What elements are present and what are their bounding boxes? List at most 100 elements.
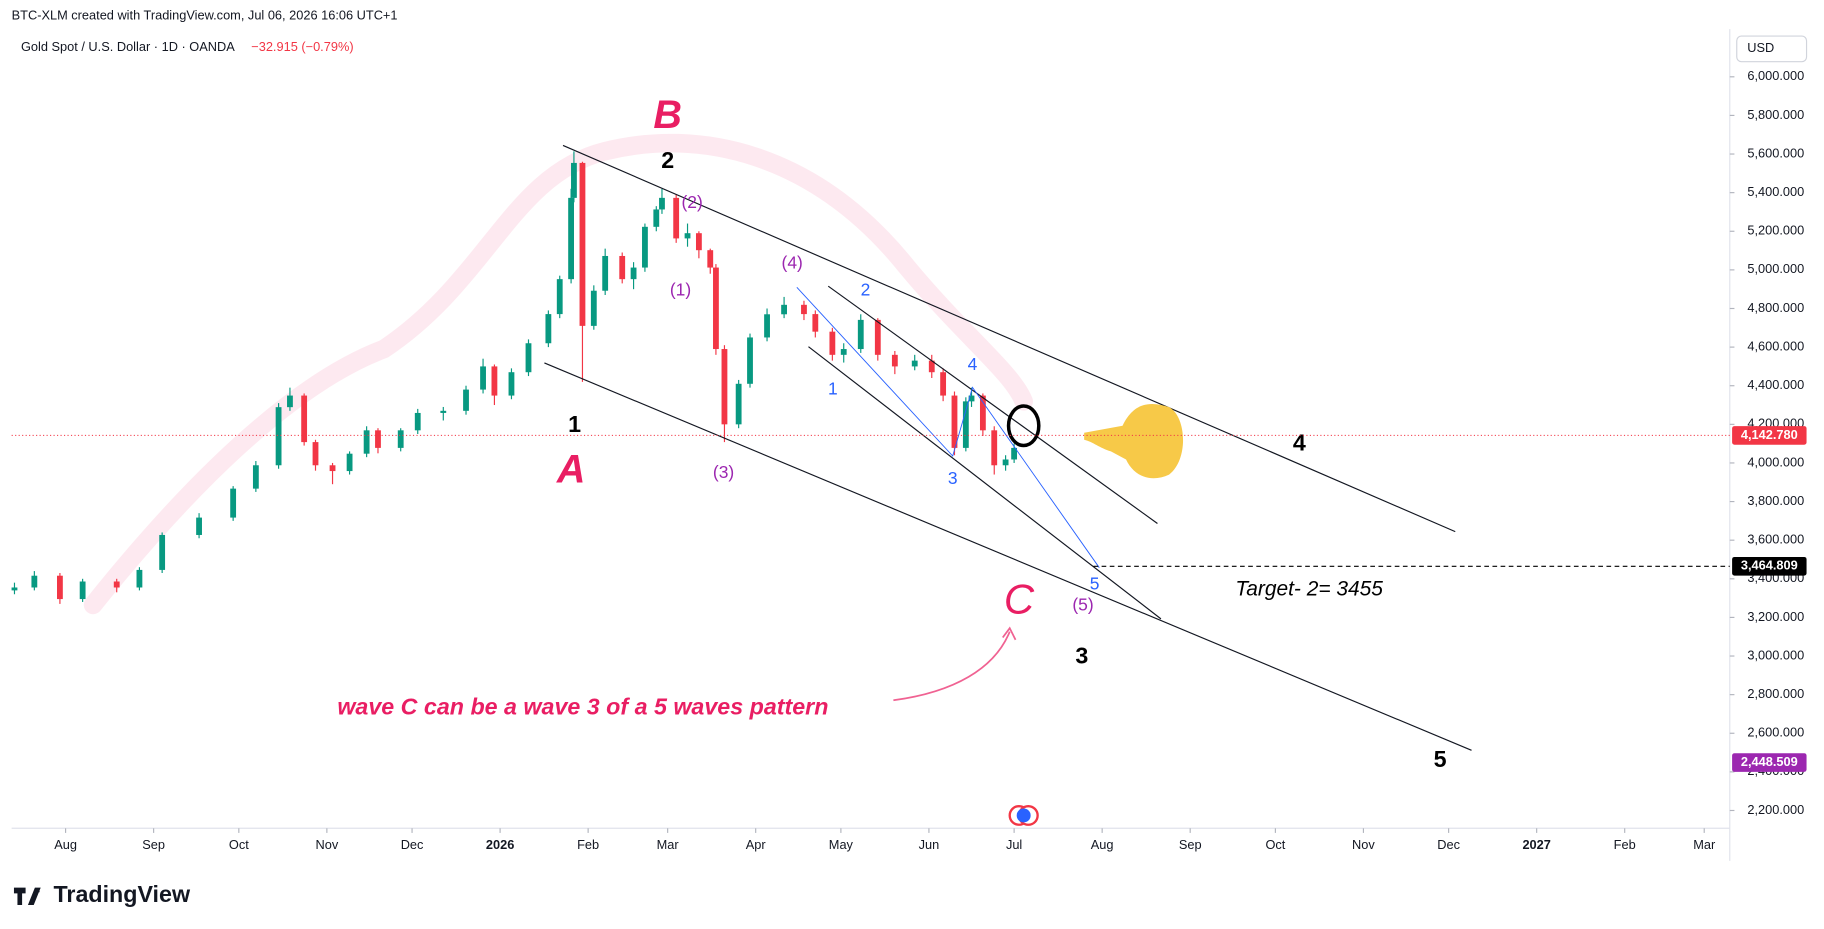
candle-body (346, 453, 353, 472)
candle-body (579, 162, 586, 326)
watermark: BTC-XLM created with TradingView.com, Ju… (12, 8, 398, 23)
candle-body (57, 575, 63, 600)
trendline (808, 346, 1162, 620)
wave-label: 4 (968, 354, 978, 374)
candle-body (31, 575, 38, 588)
flag (1016, 808, 1031, 823)
price-label-box (1732, 426, 1807, 445)
y-tick-label: 4,600.000 (1747, 338, 1804, 353)
x-tick-label: 2026 (486, 837, 514, 852)
arrow (893, 631, 1011, 702)
x-tick-label: Feb (1614, 837, 1636, 852)
candle-body (1002, 459, 1009, 466)
y-tick-label: 5,200.000 (1747, 223, 1804, 238)
circle-mark (1006, 404, 1041, 448)
candle-body (630, 267, 637, 280)
candle-body (673, 197, 680, 239)
candle-body (968, 395, 975, 402)
wave-label: 3 (948, 468, 958, 488)
arrow-head (1002, 626, 1017, 641)
annotations: B 2 (2) (4) 2 (1) 1 4 1 A (3) 3 4 5 (5) … (337, 93, 1446, 772)
candle-body (695, 233, 702, 251)
symbol: Gold Spot / U.S. Dollar · 1D · OANDA (21, 39, 235, 54)
candle-body (590, 290, 597, 326)
note: wave C can be a wave 3 of a 5 waves patt… (337, 694, 828, 720)
y-tick-label: 2,600.000 (1747, 725, 1804, 740)
y-tick-label: 3,800.000 (1747, 493, 1804, 508)
candle-body (1011, 447, 1018, 460)
candle-body (508, 372, 515, 396)
candle-body (440, 410, 447, 413)
target-note: Target- 2= 3455 (1235, 577, 1383, 600)
candle-body (747, 337, 753, 384)
candle-body (735, 383, 742, 425)
candle-body (196, 517, 202, 535)
candle-body (329, 465, 336, 472)
change: −32.915 (−0.79%) (251, 39, 353, 54)
x-tick-label: Dec (1437, 837, 1460, 852)
candle-body (951, 395, 958, 448)
wave-label: (5) (1072, 595, 1093, 615)
x-tick-label: Sep (1179, 837, 1202, 852)
x-tick-label: Dec (401, 837, 424, 852)
candle-body (891, 354, 898, 367)
wave-label: (1) (670, 279, 691, 299)
brand: TradingView (54, 881, 191, 907)
wave-label: 5 (1090, 574, 1100, 594)
candle-body (491, 366, 498, 396)
x-tick-label: Nov (315, 837, 338, 852)
wave-label: 2 (861, 279, 871, 299)
price-label: 3,464.809 (1741, 558, 1798, 573)
candle-body (764, 314, 770, 338)
candle-body (79, 581, 86, 600)
x-tick-label: Oct (229, 837, 249, 852)
candle-body (829, 331, 836, 355)
y-tick-label: 4,400.000 (1747, 377, 1804, 392)
wave-label: C (1004, 576, 1035, 623)
candle-body (397, 430, 404, 448)
x-tick-label: Aug (1091, 837, 1114, 852)
candle-body (556, 279, 563, 315)
y-tick-label: 3,600.000 (1747, 532, 1804, 547)
y-tick-label: 3,000.000 (1747, 647, 1804, 662)
y-tick-label: 2,800.000 (1747, 686, 1804, 701)
candle-body (159, 534, 166, 570)
pointing-hand (1084, 403, 1184, 479)
trendlines (544, 144, 1472, 751)
candle-body (252, 465, 259, 489)
candle-body (113, 581, 120, 588)
currency[interactable]: USD (1747, 40, 1774, 55)
wave-label: (4) (782, 253, 803, 273)
currency-button[interactable] (1736, 35, 1808, 63)
candle-body (136, 569, 143, 588)
candle-body (414, 412, 421, 431)
logo-mark (13, 887, 41, 906)
y-tick-label: 5,000.000 (1747, 261, 1804, 276)
candle-body (840, 349, 847, 355)
wave-label: 3 (1075, 642, 1088, 668)
candle-body (363, 430, 370, 454)
y-tick-label: 2,200.000 (1747, 802, 1804, 817)
y-tick-label: 6,000.000 (1747, 68, 1804, 83)
candle-body (659, 197, 665, 210)
candle-body (940, 372, 947, 396)
x-tick-label: Feb (577, 837, 599, 852)
candle-body (991, 430, 998, 466)
candle-body (312, 442, 319, 466)
x-tick-label: Jun (919, 837, 940, 852)
y-tick-label: 4,800.000 (1747, 300, 1804, 315)
candle-body (642, 226, 648, 268)
logo: TradingView (13, 881, 191, 907)
candle-body (287, 395, 293, 408)
candle-body (375, 430, 381, 448)
y-tick-label: 4,000.000 (1747, 454, 1804, 469)
axes: 2,200.0002,400.0002,600.0002,800.0003,00… (11, 68, 1807, 852)
y-tick-label: 5,400.000 (1747, 184, 1804, 199)
flags-icon (1008, 804, 1039, 826)
price-label-box (1732, 753, 1807, 772)
y-tick-label: 3,200.000 (1747, 609, 1804, 624)
candle-body (11, 587, 18, 591)
x-tick-label: 2027 (1522, 837, 1550, 852)
candle-body (707, 250, 714, 268)
wave-label: 2 (661, 147, 674, 173)
